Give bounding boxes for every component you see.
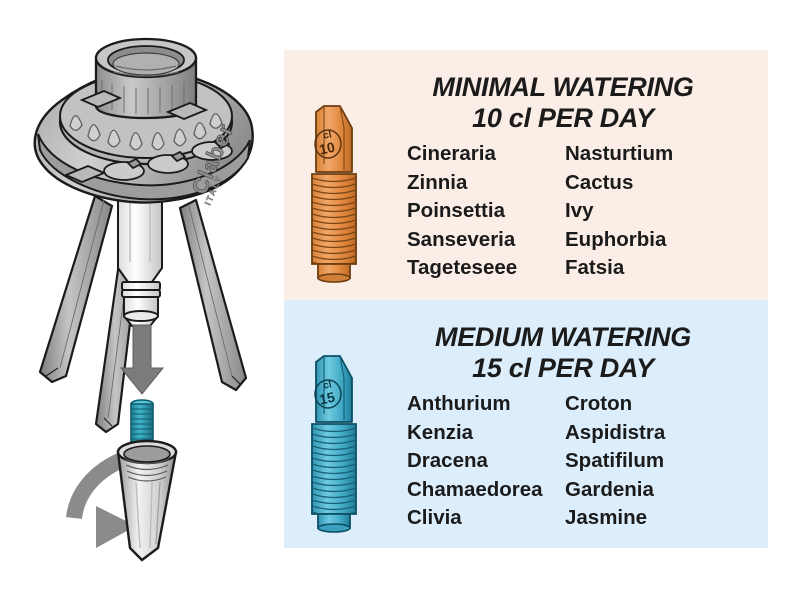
down-arrow-insert-nozzle xyxy=(119,324,165,395)
plant-item: Anthurium xyxy=(407,392,511,415)
panel-minimal-title-line1: MINIMAL WATERING xyxy=(432,72,694,102)
orange-nozzle-value: 10 xyxy=(318,139,337,158)
plant-item: Kenzia xyxy=(407,420,474,444)
sprinkler-head: Claber ITALY xyxy=(33,37,254,207)
plant-list-medium: Anthurium Croton Kenzia Aspidistra Drace… xyxy=(407,390,767,533)
plant-list-minimal: Cineraria Nasturtium Zinnia Cactus Poins… xyxy=(407,140,767,283)
plant-item: Croton xyxy=(565,392,633,415)
panel-medium-title-line1: MEDIUM WATERING xyxy=(435,322,691,352)
blue-nozzle: cl 15 xyxy=(294,348,374,543)
plant-item: Chamaedorea xyxy=(407,477,543,501)
plant-item: Cineraria xyxy=(407,142,496,165)
plant-item: Poinsettia xyxy=(407,199,505,222)
plant-item: Gardenia xyxy=(565,477,654,501)
panel-minimal-watering: cl 10 MINIMAL WATERING 10 cl xyxy=(284,50,768,300)
plant-item: Spatifilum xyxy=(565,449,665,472)
plant-item: Fatsia xyxy=(565,256,625,279)
panel-medium-title-line2: 15 cl PER DAY xyxy=(472,353,654,383)
panel-minimal-title-line2: 10 cl PER DAY xyxy=(472,103,654,133)
adjuster-tabs xyxy=(63,90,209,183)
orange-nozzle-unit: cl xyxy=(322,129,333,142)
panel-medium-watering: cl 15 MEDIUM WATERING 15 cl PER DAY xyxy=(284,300,768,548)
sprinkler-illustration: Claber ITALY xyxy=(0,0,284,601)
plant-item: Cactus xyxy=(565,170,634,194)
blue-nozzle-unit: cl xyxy=(322,379,333,392)
blue-nozzle-value: 15 xyxy=(318,389,337,408)
orange-nozzle: cl 10 xyxy=(294,98,374,293)
threaded-cone-cap xyxy=(116,439,178,562)
plant-item: Sanseveria xyxy=(407,227,516,251)
plant-item: Euphorbia xyxy=(565,227,667,251)
plant-item: Aspidistra xyxy=(565,420,666,444)
inlet-collar xyxy=(94,37,198,120)
plant-item: Jasmine xyxy=(565,506,648,529)
plant-item: Nasturtium xyxy=(565,142,674,165)
plant-item: Zinnia xyxy=(407,170,468,194)
plant-item: Clivia xyxy=(407,506,462,529)
outlet-ports xyxy=(103,137,233,181)
plant-item: Ivy xyxy=(565,199,594,222)
plant-item: Dracena xyxy=(407,449,488,472)
plant-item: Tageteseee xyxy=(407,256,518,279)
sprinkler-svg: Claber ITALY xyxy=(33,37,254,562)
